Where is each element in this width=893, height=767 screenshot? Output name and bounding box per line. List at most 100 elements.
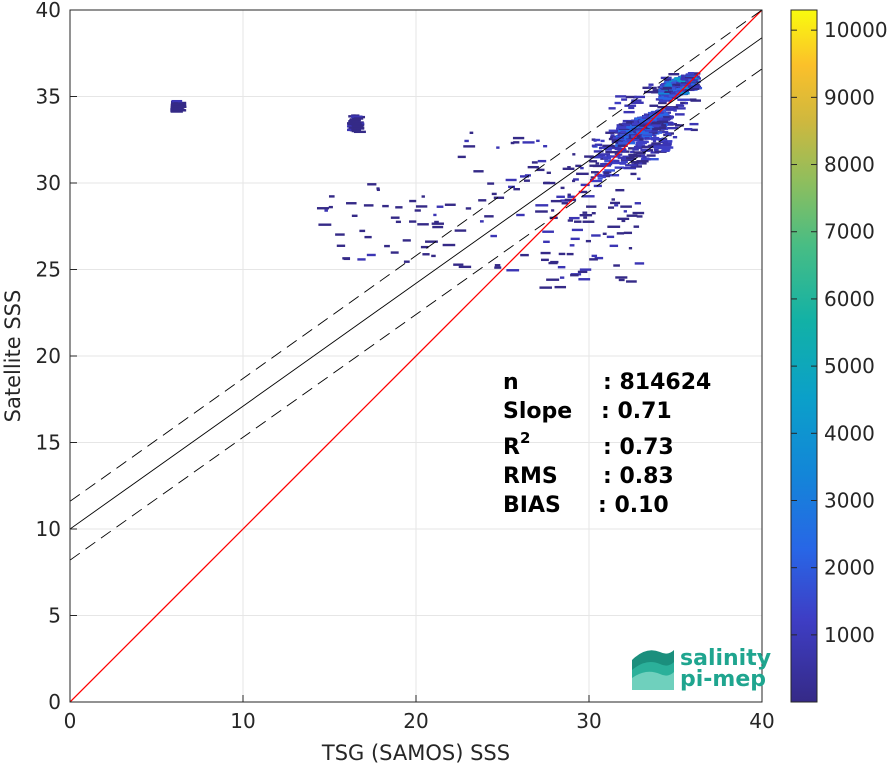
heatmap-cell — [663, 146, 674, 149]
heatmap-cell — [637, 116, 647, 120]
heatmap-cell — [633, 225, 640, 228]
heatmap-cell — [357, 258, 366, 261]
heatmap-cell — [613, 159, 620, 163]
heatmap-cell — [673, 77, 681, 80]
x-tick-label: 20 — [403, 709, 428, 733]
heatmap-cell — [687, 85, 701, 88]
x-axis-label: TSG (SAMOS) SSS — [321, 741, 510, 765]
heatmap-cell — [617, 217, 630, 221]
colorbar-tick-label: 2000 — [824, 556, 875, 580]
heatmap-cell — [366, 253, 376, 257]
heatmap-cell — [674, 113, 685, 116]
heatmap-cell — [559, 276, 565, 279]
heatmap-cell — [629, 154, 641, 158]
heatmap-cell — [668, 85, 678, 88]
heatmap-cell — [623, 166, 637, 170]
heatmap-cell — [625, 95, 637, 99]
heatmap-cell — [363, 204, 374, 207]
stat-r2-value: : 0.73 — [603, 435, 674, 460]
heatmap-cell — [457, 155, 466, 159]
heatmap-cell — [641, 157, 650, 160]
heatmap-cell — [491, 192, 497, 196]
heatmap-cell — [422, 253, 430, 256]
heatmap-cell — [688, 78, 693, 82]
heatmap-cell — [680, 83, 691, 86]
heatmap-cell — [650, 143, 661, 147]
heatmap-cell — [670, 91, 676, 94]
y-tick-label: 35 — [36, 85, 61, 109]
heatmap-cell — [346, 202, 357, 205]
heatmap-cell — [675, 124, 680, 127]
x-tick-label: 30 — [576, 709, 601, 733]
heatmap-cell — [642, 115, 648, 118]
heatmap-cell — [662, 97, 672, 100]
heatmap-cell — [674, 83, 682, 87]
heatmap-cell — [505, 178, 517, 182]
colorbar-tick-label: 6000 — [824, 287, 875, 311]
heatmap-cell — [376, 187, 380, 190]
x-tick-label: 40 — [749, 709, 774, 733]
heatmap-cell — [672, 91, 684, 94]
fit-lower-line — [70, 68, 762, 561]
heatmap-cell — [684, 101, 689, 105]
heatmap-cell — [653, 146, 666, 149]
colorbar-tick-label: 5000 — [824, 354, 875, 378]
heatmap-cell — [660, 115, 670, 119]
heatmap-cell — [484, 215, 494, 218]
heatmap-cell — [642, 132, 653, 136]
heatmap-cell — [572, 179, 576, 183]
heatmap-cell — [626, 280, 637, 283]
heatmap-cell — [567, 166, 571, 169]
heatmap-cell — [687, 72, 695, 75]
heatmap-cell — [681, 82, 686, 85]
heatmap-cell — [626, 214, 638, 217]
heatmap-cell — [464, 139, 469, 143]
heatmap-cell — [618, 278, 625, 282]
heatmap-cell — [632, 211, 645, 215]
heatmap-cell — [586, 205, 597, 208]
heatmap-cell — [605, 150, 618, 154]
heatmap-cell — [579, 213, 593, 217]
y-tick-label: 25 — [36, 258, 61, 282]
stat-r2-letter: R — [503, 435, 520, 460]
stat-n-label: n — [503, 370, 519, 395]
heatmap-cell — [619, 133, 630, 136]
heatmap-cell — [678, 80, 686, 83]
logo-wave-icon — [632, 650, 674, 690]
heatmap-cell — [655, 98, 660, 101]
heatmap-cell — [324, 209, 328, 212]
heatmap-cell — [508, 185, 516, 189]
heatmap-cell — [170, 107, 180, 111]
heatmap-cell — [620, 130, 626, 134]
heatmap-cell — [570, 273, 579, 277]
heatmap-cell — [671, 81, 677, 84]
heatmap-cell — [611, 140, 621, 144]
heatmap-cell — [647, 145, 654, 148]
heatmap-cell — [651, 142, 661, 145]
logo-text-pi-mep: pi-mep — [680, 667, 766, 692]
heatmap-cell — [591, 171, 599, 174]
heatmap-cell — [602, 232, 607, 235]
heatmap-cell — [537, 159, 547, 163]
heatmap-cell — [453, 263, 464, 266]
heatmap-cell — [653, 148, 659, 151]
heatmap-cell — [353, 126, 361, 130]
heatmap-cell — [594, 138, 601, 142]
heatmap-cell — [682, 89, 689, 93]
heatmap-cell — [390, 251, 399, 254]
heatmap-cell — [604, 171, 610, 174]
regression-lines — [70, 10, 762, 702]
heatmap-cell — [632, 122, 643, 126]
heatmap-cell — [592, 164, 605, 168]
heatmap-cell — [594, 256, 604, 260]
colorbar — [790, 9, 818, 703]
heatmap-cell — [676, 107, 686, 110]
heatmap-cell — [347, 122, 356, 125]
heatmap-cell — [354, 122, 362, 125]
heatmap-cell — [433, 213, 437, 217]
heatmap-cell — [676, 87, 683, 91]
heatmap-cell — [677, 98, 690, 101]
heatmap-cell — [589, 258, 598, 261]
heatmap-cell — [566, 252, 574, 256]
heatmap-cell — [473, 170, 484, 173]
